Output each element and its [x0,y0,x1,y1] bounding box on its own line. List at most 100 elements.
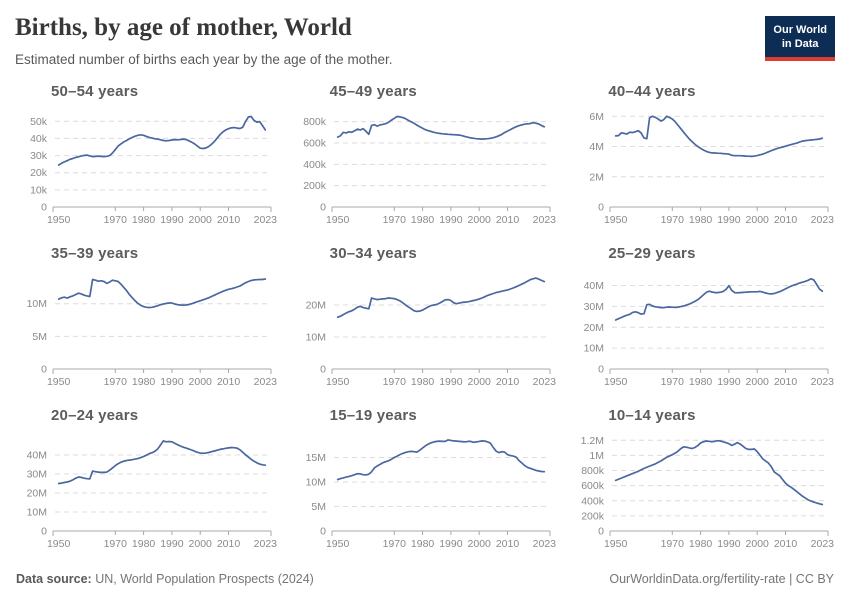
svg-text:1980: 1980 [132,214,156,226]
chart-title: 45–49 years [329,82,417,100]
svg-text:200k: 200k [303,180,327,192]
chart-canvas[interactable]: 0 2M 4M 6M 1950 1970 1980 1990 2000 2010 2023 [570,103,836,235]
svg-text:1950: 1950 [604,538,628,550]
svg-text:1970: 1970 [661,376,685,388]
svg-text:6M: 6M [590,111,605,123]
svg-text:20k: 20k [30,167,48,179]
chart-canvas[interactable]: 0 200k 400k 600k 800k 1M 1.2M 1950 1970 1980 1990 2… [570,427,836,559]
page-subtitle: Estimated number of births each year by … [15,51,393,67]
chart-panel: 20–24 years 0 10M 20M 30M 40M 1950 1970 1980 199… [13,401,280,559]
svg-text:2010: 2010 [774,376,798,388]
svg-text:2010: 2010 [217,214,241,226]
chart-panel: 15–19 years 0 5M 10M 15M 1950 1970 1980 1990 200… [292,401,559,559]
chart-panel: 25–29 years 0 10M 20M 30M 40M 1950 1970 1980 199… [570,239,837,397]
svg-text:2010: 2010 [496,538,520,550]
chart-panel: 40–44 years 0 2M 4M 6M 1950 1970 1980 1990 2000 2… [570,77,837,235]
svg-text:2023: 2023 [254,538,278,550]
page-title: Births, by age of mother, World [15,14,352,41]
chart-canvas[interactable]: 0 5M 10M 15M 1950 1970 1980 1990 2000 2010 2023 [292,427,558,559]
svg-text:4M: 4M [590,141,605,153]
svg-text:1980: 1980 [689,214,713,226]
license-label: CC BY [795,572,834,586]
svg-text:400k: 400k [582,495,606,507]
svg-text:1970: 1970 [104,538,128,550]
data-source-value: UN, World Population Prospects (2024) [95,572,314,586]
svg-text:2023: 2023 [811,538,835,550]
svg-text:1950: 1950 [47,214,71,226]
svg-text:0: 0 [41,363,47,375]
svg-text:30k: 30k [30,150,48,162]
chart-canvas[interactable]: 0 200k 400k 600k 800k 1950 1970 1980 1990 2000 201… [292,103,558,235]
svg-text:400k: 400k [303,159,327,171]
svg-text:20M: 20M [584,322,604,334]
svg-text:1990: 1990 [160,376,184,388]
chart-canvas[interactable]: 0 10M 20M 30M 40M 1950 1970 1980 1990 2000 2010 202… [570,265,836,397]
chart-title: 40–44 years [608,82,696,100]
svg-text:0: 0 [320,525,326,537]
svg-text:2M: 2M [590,171,605,183]
svg-text:1970: 1970 [661,538,685,550]
svg-text:2000: 2000 [746,376,770,388]
svg-text:0: 0 [41,201,47,213]
chart-title: 50–54 years [51,82,139,100]
chart-title: 10–14 years [608,406,696,424]
svg-text:1970: 1970 [104,376,128,388]
footer: Data source: UN, World Population Prospe… [0,564,850,600]
header-titles: Births, by age of mother, World Estimate… [15,14,392,67]
chart-canvas[interactable]: 0 10M 20M 30M 40M 1950 1970 1980 1990 2000 2010 202… [13,427,279,559]
svg-text:1980: 1980 [411,214,435,226]
chart-title: 15–19 years [329,406,417,424]
chart-title: 35–39 years [51,244,139,262]
svg-text:1990: 1990 [718,538,742,550]
owid-logo-line2: in Data [781,38,819,51]
svg-text:1950: 1950 [47,538,71,550]
svg-text:30M: 30M [27,468,47,480]
svg-text:0: 0 [320,363,326,375]
chart-title: 20–24 years [51,406,139,424]
svg-text:1970: 1970 [382,214,406,226]
svg-text:2010: 2010 [217,376,241,388]
chart-panel: 50–54 years 0 10k 20k 30k 40k 50k 1950 1970 1980… [13,77,280,235]
owid-logo-line1: Our World [773,24,827,36]
svg-text:2000: 2000 [189,538,213,550]
header: Births, by age of mother, World Estimate… [0,0,850,67]
svg-text:0: 0 [41,525,47,537]
svg-text:50k: 50k [30,116,48,128]
chart-panel: 45–49 years 0 200k 400k 600k 800k 1950 1970 198… [292,77,559,235]
chart-canvas[interactable]: 0 10M 20M 1950 1970 1980 1990 2000 2010 2023 [292,265,558,397]
owid-logo[interactable]: Our World in Data [765,16,835,61]
svg-text:1950: 1950 [326,214,350,226]
svg-text:1990: 1990 [439,376,463,388]
svg-text:1970: 1970 [382,538,406,550]
svg-text:1950: 1950 [604,214,628,226]
chart-canvas[interactable]: 0 5M 10M 1950 1970 1980 1990 2000 2010 2023 [13,265,279,397]
owid-url-link[interactable]: OurWorldinData.org/fertility-rate [609,572,786,586]
svg-text:0: 0 [598,525,604,537]
svg-text:1990: 1990 [718,376,742,388]
svg-text:800k: 800k [582,465,606,477]
svg-text:10k: 10k [30,184,48,196]
svg-text:5M: 5M [311,501,326,513]
svg-text:2023: 2023 [254,376,278,388]
svg-text:2023: 2023 [532,538,556,550]
svg-text:1980: 1980 [132,376,156,388]
svg-text:1990: 1990 [439,538,463,550]
svg-text:1980: 1980 [689,376,713,388]
svg-text:600k: 600k [303,137,327,149]
chart-canvas[interactable]: 0 10k 20k 30k 40k 50k 1950 1970 1980 1990 2000 2010… [13,103,279,235]
svg-text:20M: 20M [27,487,47,499]
svg-text:30M: 30M [584,301,604,313]
chart-panel: 35–39 years 0 5M 10M 1950 1970 1980 1990 2000 20… [13,239,280,397]
attribution-separator: | [785,572,796,586]
chart-panel: 10–14 years 0 200k 400k 600k 800k 1M 1.2M 1950 1… [570,401,837,559]
svg-text:2000: 2000 [189,214,213,226]
svg-text:2000: 2000 [467,376,491,388]
svg-text:1950: 1950 [326,376,350,388]
svg-text:1970: 1970 [382,376,406,388]
svg-text:2000: 2000 [467,214,491,226]
svg-text:20M: 20M [305,299,325,311]
svg-text:1.2M: 1.2M [581,435,604,447]
svg-text:2023: 2023 [254,214,278,226]
svg-text:1950: 1950 [326,538,350,550]
